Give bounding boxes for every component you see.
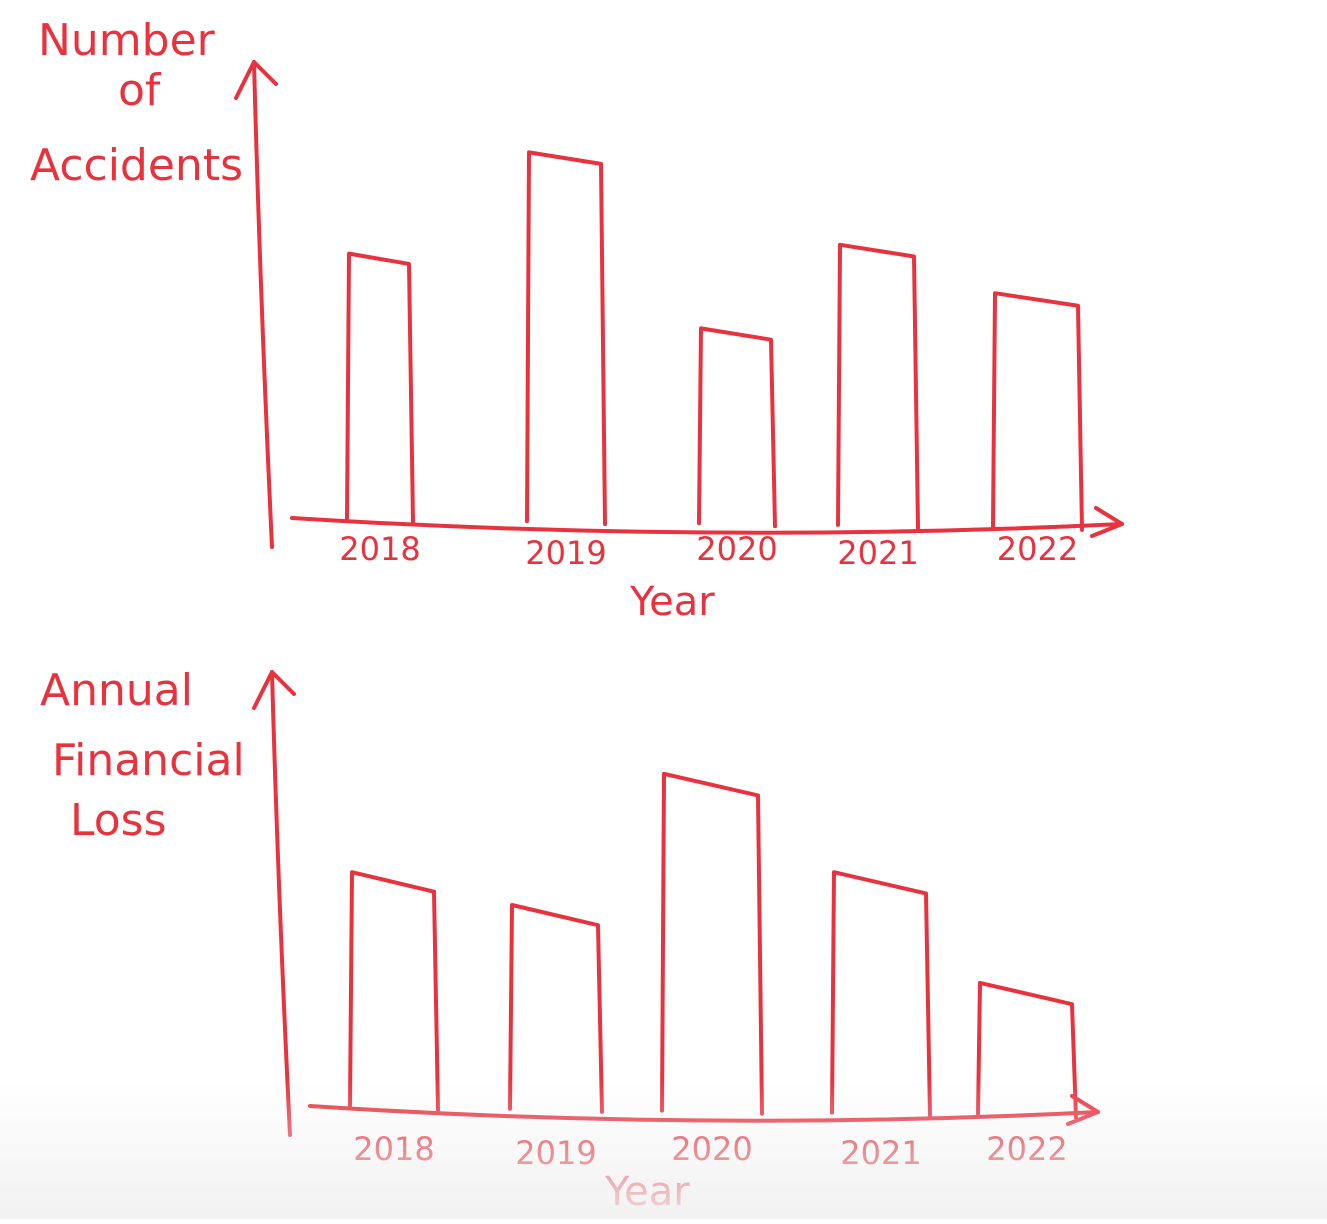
- chart1-tick-label-2022: 2022: [997, 530, 1078, 568]
- chart2-tick-label-2020: 2020: [671, 1130, 752, 1168]
- chart-financial-loss: Annual Financial Loss 2018 2019 2020 2021 20…: [40, 665, 1100, 1215]
- chart2-ylabel-line2: Financial: [52, 735, 245, 786]
- chart1-bar-2022: [991, 291, 1084, 532]
- chart2-tick-label-2019: 2019: [515, 1134, 596, 1172]
- chart1-bars: [345, 150, 1084, 532]
- chart1-tick-label-2021: 2021: [837, 534, 918, 572]
- chart2-tick-label-2018: 2018: [353, 1130, 434, 1168]
- chart1-tick-label-2020: 2020: [696, 530, 777, 568]
- chart1-tick-label-2019: 2019: [525, 534, 606, 572]
- chart1-bar-2020: [697, 326, 777, 529]
- chart2-tick-labels: 2018 2019 2020 2021 2022: [353, 1130, 1067, 1172]
- chart1-x-axis: [290, 516, 1124, 535]
- chart2-ylabel-line3: Loss: [70, 795, 167, 846]
- chart2-bar-2020: [660, 771, 764, 1116]
- chart2-bar-2022: [976, 980, 1078, 1120]
- chart1-ylabel-line3: Accidents: [30, 140, 243, 191]
- chart2-y-axis-arrow: [252, 670, 296, 710]
- chart1-bar-2018: [345, 251, 415, 524]
- chart1-bar-2021: [836, 242, 920, 530]
- chart2-ylabel-line1: Annual: [40, 665, 193, 716]
- chart1-tick-label-2018: 2018: [339, 530, 420, 568]
- chart1-xlabel: Year: [629, 579, 715, 625]
- chart2-bar-2021: [830, 870, 932, 1118]
- chart2-bars: [348, 771, 1078, 1120]
- chart1-ylabel-line2: of: [118, 65, 162, 116]
- chart1-axes: [234, 60, 1124, 549]
- chart1-tick-labels: 2018 2019 2020 2021 2022: [339, 530, 1078, 572]
- chart2-tick-label-2021: 2021: [840, 1134, 921, 1172]
- chart1-y-axis-arrow: [234, 60, 278, 100]
- chart2-bar-2019: [508, 903, 604, 1114]
- chart2-axes: [252, 670, 1100, 1137]
- chart2-y-axis: [270, 670, 292, 1137]
- chart1-bar-2019: [525, 150, 607, 527]
- chart1-y-axis: [252, 60, 274, 549]
- chart2-tick-label-2022: 2022: [986, 1130, 1067, 1168]
- chart1-ylabel-line1: Number: [38, 15, 216, 66]
- chart2-xlabel: Year: [604, 1169, 690, 1215]
- chart2-bar-2018: [348, 870, 440, 1112]
- chart2-x-axis-arrow: [1066, 1094, 1100, 1126]
- chart-accidents: Number of Accidents 2018 2019 2020 2021 2022…: [30, 15, 1124, 625]
- chart1-x-axis-arrow: [1090, 506, 1124, 538]
